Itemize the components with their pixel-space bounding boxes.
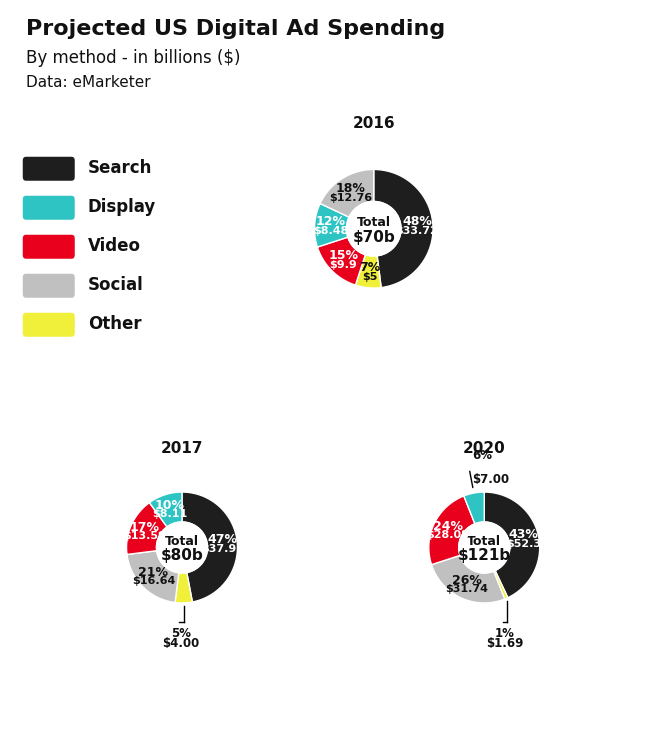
Circle shape [157,522,207,573]
Polygon shape [127,550,179,602]
Text: $31.74: $31.74 [445,584,489,594]
Polygon shape [315,203,349,247]
Polygon shape [493,571,508,599]
Text: $8.11: $8.11 [152,509,187,519]
Circle shape [346,202,401,256]
Text: $16.64: $16.64 [132,576,175,586]
Text: 2020: 2020 [463,441,506,456]
Text: $33.72: $33.72 [396,226,438,236]
Polygon shape [317,237,365,285]
Text: $4.00: $4.00 [162,638,200,650]
Text: 2016: 2016 [352,116,395,131]
Polygon shape [432,556,504,603]
Text: $13.59: $13.59 [124,532,166,542]
Text: By method - in billions ($): By method - in billions ($) [26,49,240,67]
Text: 5%: 5% [171,627,191,640]
Polygon shape [356,255,381,288]
Text: 48%: 48% [402,215,432,229]
Text: Total: Total [165,535,199,548]
Text: $9.9: $9.9 [330,260,357,270]
Text: 17%: 17% [130,521,160,534]
Text: $80b: $80b [161,548,203,562]
Text: $7.00: $7.00 [472,473,509,486]
Text: 43%: 43% [509,528,539,542]
Polygon shape [429,496,475,565]
Text: 15%: 15% [328,249,358,262]
Text: 2017: 2017 [161,441,203,456]
Text: $1.69: $1.69 [486,638,523,650]
Circle shape [459,522,510,573]
Text: 10%: 10% [155,499,185,512]
Text: Projected US Digital Ad Spending: Projected US Digital Ad Spending [26,19,445,39]
Text: Search: Search [88,159,152,177]
Polygon shape [320,170,374,217]
Text: $28.08: $28.08 [426,530,469,540]
Text: $70b: $70b [352,230,395,244]
Text: $121b: $121b [458,548,511,562]
Polygon shape [150,492,182,526]
Text: 26%: 26% [452,574,482,586]
Polygon shape [374,170,433,287]
Text: 21%: 21% [138,566,168,579]
Polygon shape [127,503,167,554]
Text: 6%: 6% [472,449,492,462]
Text: 47%: 47% [207,533,237,546]
Text: 18%: 18% [335,182,365,194]
Polygon shape [175,572,192,603]
Text: 12%: 12% [315,215,346,229]
Text: $8.48: $8.48 [313,226,348,236]
Text: 24%: 24% [433,520,463,533]
Text: $37.91: $37.91 [201,544,244,554]
Text: Total: Total [357,216,391,229]
Text: 7%: 7% [359,261,380,274]
Text: Total: Total [467,535,501,548]
Polygon shape [464,492,484,524]
Polygon shape [484,492,540,598]
Text: Social: Social [88,276,144,294]
Text: Video: Video [88,237,141,255]
Text: $5: $5 [362,272,378,282]
Text: $52.3: $52.3 [506,538,541,549]
Polygon shape [182,492,237,602]
Text: Other: Other [88,315,142,333]
Text: $12.76: $12.76 [329,193,372,202]
Text: Data: eMarketer: Data: eMarketer [26,75,151,90]
Text: Display: Display [88,198,156,216]
Text: 1%: 1% [495,627,515,640]
